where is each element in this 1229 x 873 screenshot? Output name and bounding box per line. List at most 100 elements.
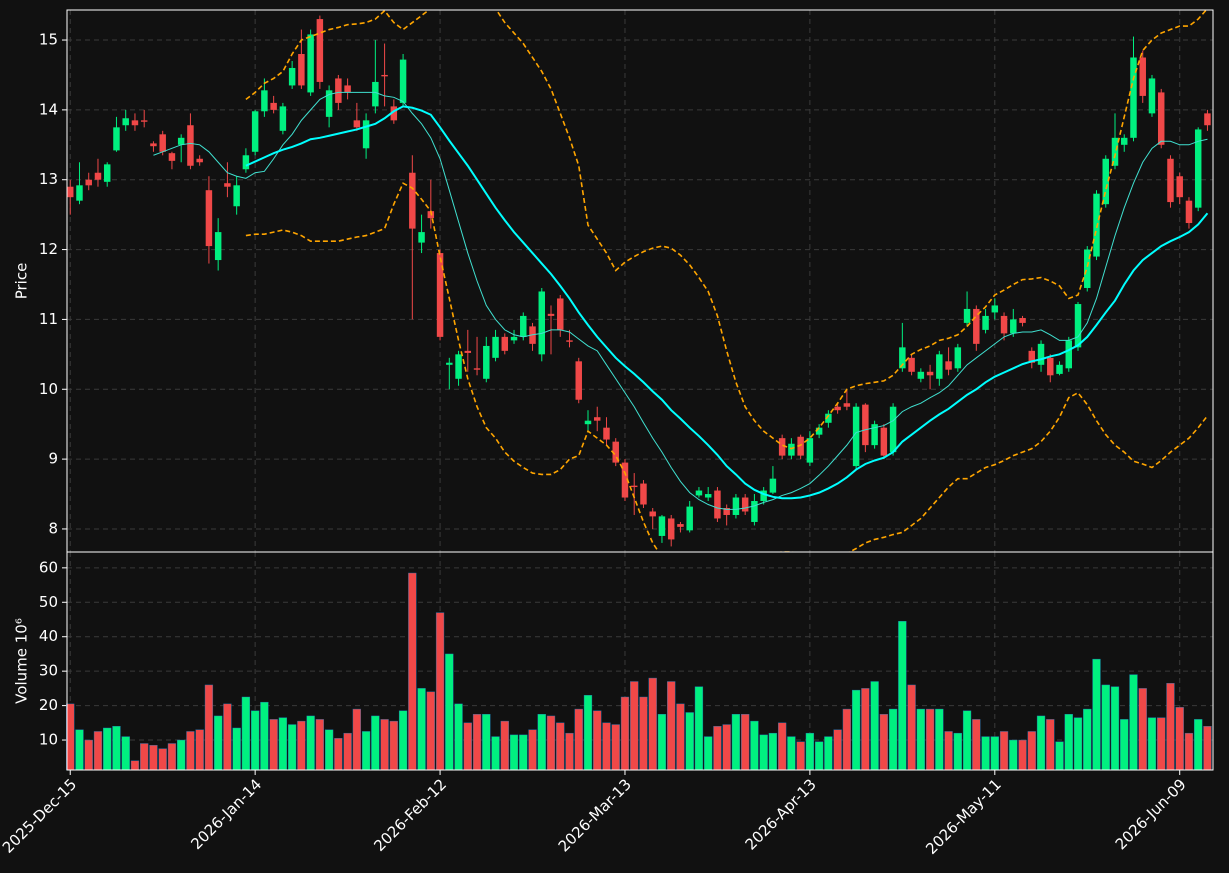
y-tick-label: 11 <box>39 310 58 328</box>
volume-bar <box>768 732 778 771</box>
y-tick-label: 10 <box>39 380 58 398</box>
volume-bar <box>269 719 278 771</box>
candle-body <box>1111 137 1119 166</box>
volume-bar <box>121 736 130 771</box>
candle-body <box>963 308 971 323</box>
volume-bar <box>426 691 435 771</box>
candle-body <box>1148 78 1156 114</box>
candle-body <box>954 347 962 369</box>
volume-bar <box>888 708 898 771</box>
volume-bar <box>445 653 454 771</box>
candle-body <box>538 291 546 355</box>
candle-body <box>630 485 638 488</box>
volume-bar <box>1101 684 1110 771</box>
volume-bar <box>824 736 833 771</box>
candle-body <box>973 308 980 344</box>
volume-bar <box>528 729 537 771</box>
volume-bar <box>722 724 731 771</box>
candle-body <box>214 232 222 261</box>
candle-body <box>150 143 157 147</box>
volume-bar <box>389 720 398 771</box>
candle-body <box>908 357 915 372</box>
volume-bar <box>953 732 962 771</box>
volume-bar <box>704 736 713 771</box>
volume-bar <box>1147 717 1157 771</box>
candle-body <box>797 436 804 456</box>
candle-body <box>1019 318 1026 323</box>
candle-body <box>446 362 453 365</box>
volume-bar <box>435 612 445 771</box>
y-tick-label: 50 <box>39 593 58 611</box>
overlays <box>153 10 1209 552</box>
candle-body <box>991 305 999 313</box>
volume-bar <box>944 731 953 771</box>
candle-body <box>769 478 777 493</box>
candle-body <box>1093 193 1100 257</box>
volume-bar <box>1036 715 1046 771</box>
candle-body <box>1167 158 1174 203</box>
candle-body <box>594 417 601 421</box>
candle-body <box>168 153 176 161</box>
volume-bar <box>842 708 852 771</box>
candle-body <box>695 490 703 496</box>
candle-body <box>704 494 712 498</box>
candle-body <box>1056 364 1063 374</box>
candle-body <box>473 368 481 370</box>
y-tick-label: 20 <box>39 696 58 714</box>
y-tick-label: 12 <box>39 240 58 258</box>
volume-bar <box>1184 732 1194 771</box>
candle-body <box>1000 315 1008 334</box>
candle-body <box>224 183 231 187</box>
volume-bar <box>130 760 140 771</box>
volume-bar <box>177 739 186 771</box>
candle-body <box>732 497 740 515</box>
candle-body <box>945 361 952 370</box>
candle-body <box>640 483 647 505</box>
overlay-line <box>153 91 1208 510</box>
candle-body <box>621 462 629 498</box>
candle-body <box>1185 200 1193 224</box>
candle-body <box>298 54 305 86</box>
candle-body <box>344 85 351 93</box>
candle-body <box>316 19 324 82</box>
volume-bar <box>861 688 870 771</box>
candle-body <box>566 340 573 342</box>
candle-body <box>399 59 407 103</box>
candle-body <box>390 106 398 121</box>
candle-body <box>501 336 509 351</box>
volume-bar <box>741 714 750 771</box>
candle-body <box>852 406 860 467</box>
volume-bar <box>731 714 741 771</box>
volume-bar <box>491 736 500 771</box>
candle-body <box>455 354 462 379</box>
volume-bar <box>103 727 112 771</box>
volume-bar <box>158 748 167 771</box>
volume-bar <box>990 736 999 771</box>
volume-bar <box>463 722 472 771</box>
volume-bar <box>1110 686 1120 771</box>
volume-bar <box>93 731 103 771</box>
volume-bar <box>260 701 269 771</box>
candle-body <box>1121 137 1128 145</box>
volume-bar <box>1064 714 1073 771</box>
candle-body <box>418 232 425 243</box>
candle-body <box>251 111 259 152</box>
volume-bar <box>805 732 815 771</box>
candle-body <box>1084 249 1091 288</box>
candle-body <box>520 315 527 337</box>
volume-bar <box>186 731 195 771</box>
candle-body <box>85 179 92 186</box>
volume-bar <box>935 708 944 771</box>
volume-bar <box>343 732 352 771</box>
candle-body <box>862 404 869 446</box>
candle-body <box>815 427 823 435</box>
volume-bar <box>602 722 611 771</box>
volume-bar <box>870 681 879 771</box>
candle-body <box>76 185 83 201</box>
overlay-line <box>245 10 1208 450</box>
volume-bar <box>667 681 676 771</box>
volume-bar <box>204 684 214 771</box>
volume-bar <box>907 684 916 771</box>
candle-body <box>917 371 925 379</box>
